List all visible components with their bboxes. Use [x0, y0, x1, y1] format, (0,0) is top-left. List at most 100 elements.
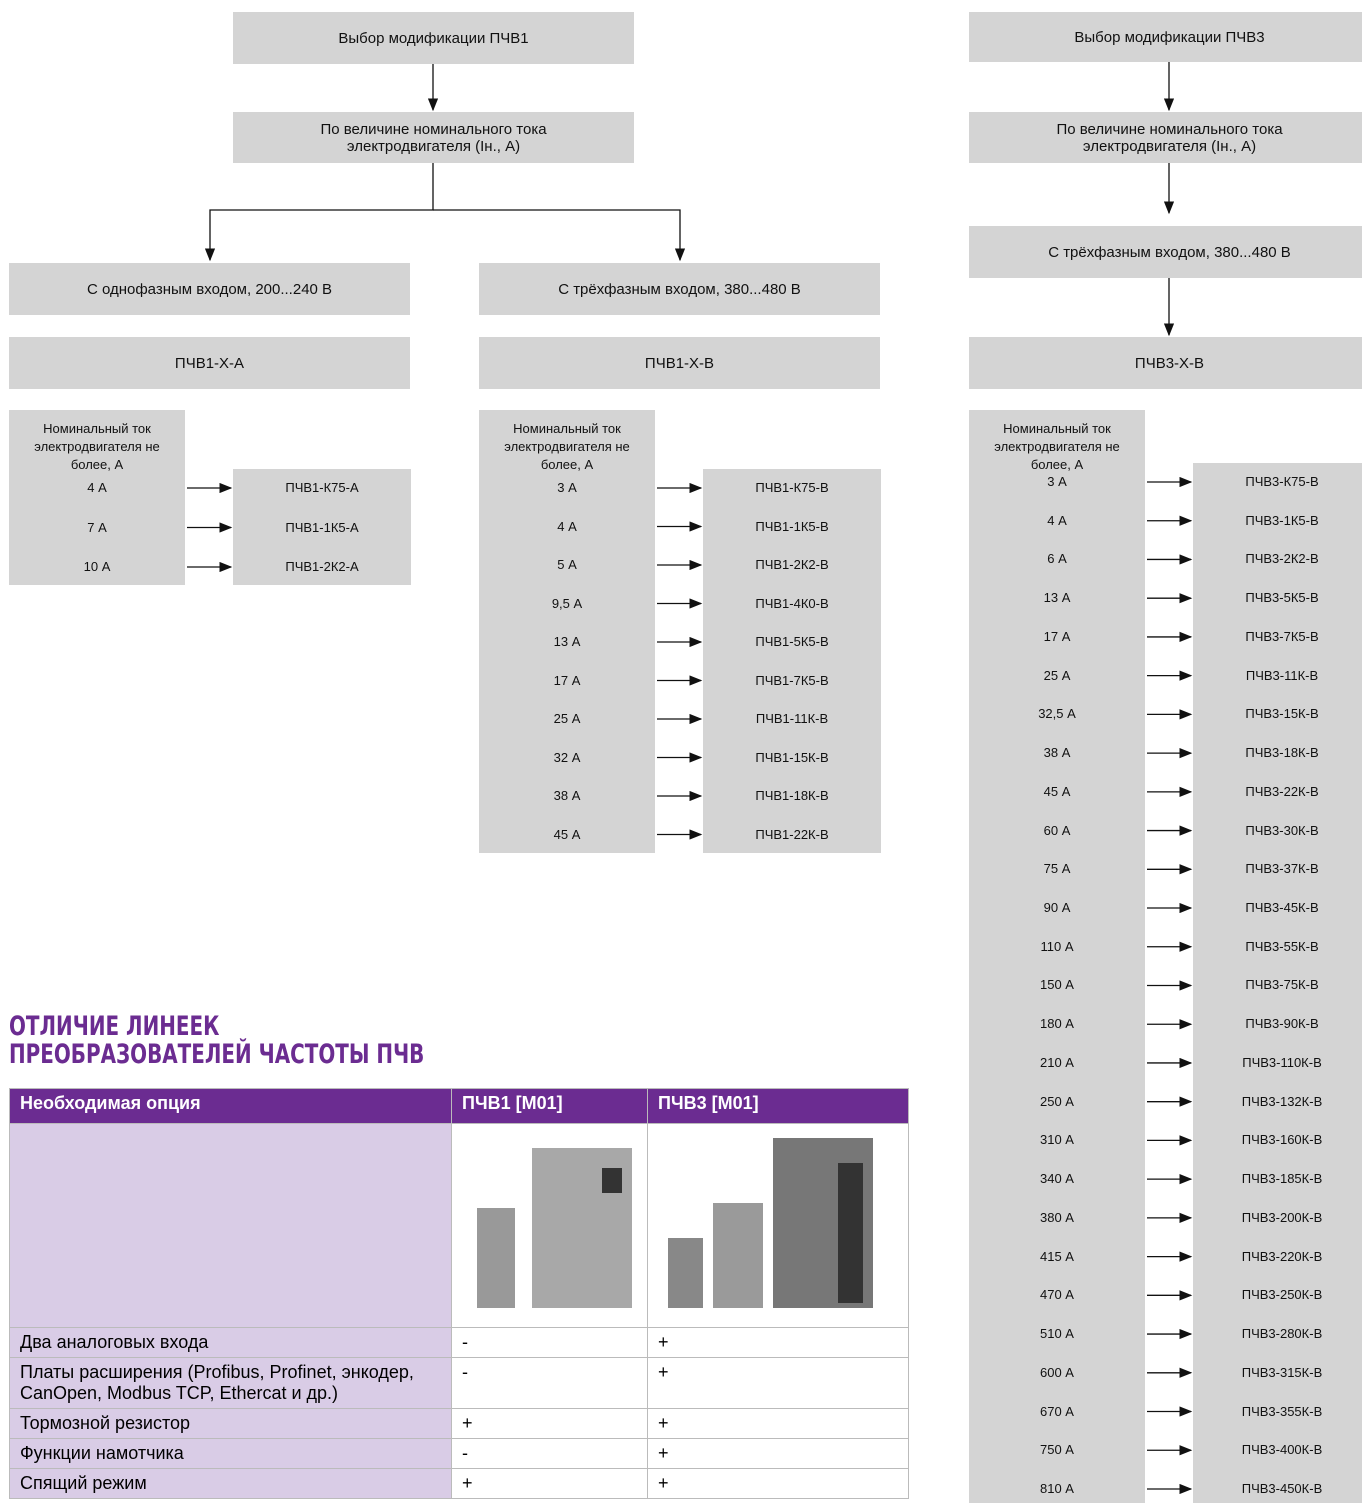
- current: 75 А: [1043, 861, 1071, 877]
- current: 17 А: [553, 672, 581, 688]
- current: 750 А: [1040, 1442, 1074, 1458]
- current: 4 А: [1047, 512, 1067, 528]
- cell: Два аналоговых входа: [9, 1327, 452, 1358]
- model: ПЧВ3-37К-В: [1245, 861, 1319, 877]
- model: ПЧВ1-15К-В: [755, 749, 829, 765]
- model: ПЧВ3-1К5-В: [1245, 512, 1319, 528]
- image-cell: [647, 1123, 909, 1328]
- model: ПЧВ3-75К-В: [1245, 977, 1319, 993]
- image-cell: [451, 1123, 648, 1328]
- model: ПЧВ3-315К-В: [1241, 1364, 1323, 1380]
- cell: Функции намотчика: [9, 1438, 452, 1469]
- cell: -: [451, 1357, 648, 1409]
- model: ПЧВ1-5К5-В: [755, 634, 829, 649]
- model-column: [233, 469, 411, 585]
- current: 25 А: [553, 711, 581, 726]
- col-header: ПЧВ1 [M01]: [451, 1088, 648, 1124]
- heading-line: ПРЕОБРАЗОВАТЕЛЕЙ ЧАСТОТЫ ПЧВ: [9, 1039, 425, 1070]
- current: 210 А: [1040, 1054, 1074, 1070]
- current: 3 А: [1047, 474, 1067, 489]
- model: ПЧВ1-22К-В: [755, 826, 829, 842]
- model: ПЧВ1-1К5-А: [285, 519, 359, 535]
- row: Функции намотчика - +: [9, 1438, 909, 1469]
- cell: +: [451, 1468, 648, 1499]
- cell: +: [647, 1408, 909, 1439]
- model: ПЧВ3-22К-В: [1245, 783, 1319, 799]
- current: 32,5 А: [1038, 706, 1076, 722]
- model: ПЧВ1-К75-В: [755, 480, 829, 495]
- current: 670 А: [1040, 1403, 1074, 1419]
- cell: -: [451, 1438, 648, 1469]
- model: ПЧВ1-2К2-В: [755, 557, 829, 572]
- model: ПЧВ1-7К5-В: [755, 672, 829, 688]
- model: ПЧВ3-15К-В: [1245, 706, 1319, 722]
- current: 810 А: [1040, 1480, 1074, 1496]
- comparison-table: Необходимая опция ПЧВ1 [M01] ПЧВ3 [M01] Дв…: [9, 1088, 909, 1499]
- row: Платы расширения (Profibus, Profinet, эн…: [9, 1357, 909, 1409]
- model: ПЧВ3-90К-В: [1245, 1016, 1319, 1032]
- current: 150 А: [1040, 977, 1074, 993]
- table-header: Номинальный ток электродвигателя не боле…: [504, 421, 630, 472]
- current: 4 А: [87, 480, 107, 495]
- model: ПЧВ1-11К-В: [755, 711, 829, 726]
- box: ПЧВ1-Х-В: [479, 337, 880, 389]
- current: 110 А: [1040, 938, 1074, 954]
- model: ПЧВ1-К75-А: [285, 480, 359, 495]
- box: По величине номинального тока электродви…: [969, 112, 1362, 163]
- model: ПЧВ3-160К-В: [1241, 1132, 1323, 1148]
- current: 6 А: [1047, 551, 1067, 567]
- current: 38 А: [553, 788, 581, 803]
- current: 470 А: [1040, 1287, 1074, 1303]
- device-image: [477, 1148, 632, 1308]
- cell: +: [451, 1408, 648, 1439]
- current: 4 А: [557, 518, 577, 534]
- table-header: Номинальный ток электродвигателя не боле…: [994, 421, 1120, 472]
- current: 510 А: [1040, 1326, 1074, 1342]
- col-header: Необходимая опция: [9, 1088, 452, 1124]
- model: ПЧВ3-200К-В: [1241, 1209, 1323, 1225]
- table-header: Номинальный ток электродвигателя не боле…: [34, 421, 160, 472]
- current: 17 А: [1043, 628, 1071, 644]
- current: 32 А: [553, 749, 581, 765]
- model: ПЧВ1-2К2-А: [285, 559, 359, 574]
- box: ПЧВ1-Х-А: [9, 337, 410, 389]
- current: 415 А: [1040, 1248, 1074, 1264]
- cell: +: [647, 1438, 909, 1469]
- model: ПЧВ3-5К5-В: [1245, 590, 1319, 606]
- model: ПЧВ3-45К-В: [1245, 900, 1319, 916]
- current: 13 А: [553, 634, 581, 649]
- model: ПЧВ3-132К-В: [1241, 1093, 1323, 1109]
- box: ПЧВ3-Х-В: [969, 337, 1362, 389]
- current: 60 А: [1043, 822, 1071, 838]
- current: 310 А: [1040, 1132, 1074, 1148]
- current: 45 А: [553, 826, 581, 842]
- current: 13 А: [1043, 590, 1071, 606]
- box: Выбор модификации ПЧВ1: [233, 12, 634, 64]
- box: С трёхфазным входом, 380...480 В: [479, 263, 880, 315]
- model: ПЧВ3-450К-В: [1241, 1480, 1323, 1496]
- current-column: [969, 410, 1145, 1503]
- box: По величине номинального тока электродви…: [233, 112, 634, 163]
- box: Выбор модификации ПЧВ3: [969, 12, 1362, 62]
- row: Тормозной резистор + +: [9, 1408, 909, 1439]
- model-column: [703, 469, 881, 853]
- cell: Тормозной резистор: [9, 1408, 452, 1439]
- model: ПЧВ3-К75-В: [1245, 474, 1319, 489]
- current: 90 А: [1043, 900, 1071, 916]
- current: 340 А: [1040, 1171, 1074, 1187]
- cell: -: [451, 1327, 648, 1358]
- model: ПЧВ3-18К-В: [1245, 745, 1319, 761]
- current: 3 А: [557, 480, 577, 495]
- col-header: ПЧВ3 [M01]: [647, 1088, 909, 1124]
- current: 180 А: [1040, 1016, 1074, 1032]
- model: ПЧВ3-55К-В: [1245, 938, 1319, 954]
- model: ПЧВ3-400К-В: [1241, 1442, 1323, 1458]
- current: 9,5 А: [551, 595, 583, 611]
- cell: Платы расширения (Profibus, Profinet, эн…: [9, 1357, 452, 1409]
- current: 45 А: [1043, 783, 1071, 799]
- model: ПЧВ3-280К-В: [1241, 1326, 1323, 1342]
- device-image: [668, 1138, 873, 1308]
- box: С однофазным входом, 200...240 В: [9, 263, 410, 315]
- current: 5 А: [557, 557, 577, 572]
